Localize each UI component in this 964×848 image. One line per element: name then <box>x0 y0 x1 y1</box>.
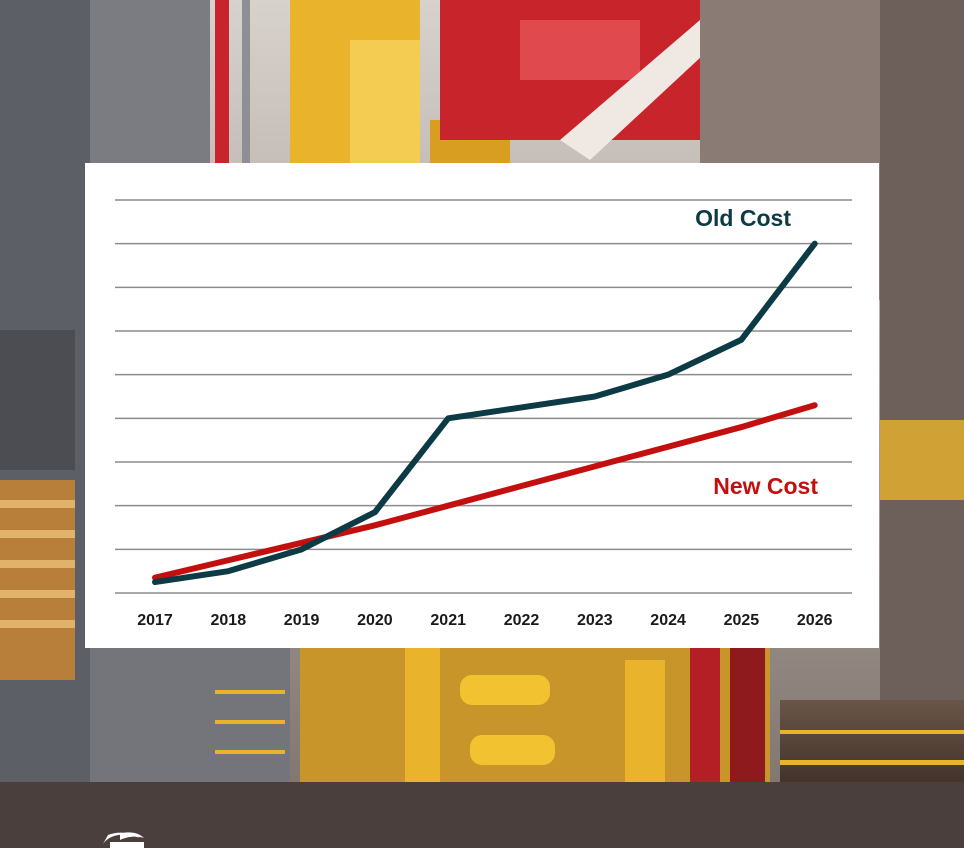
x-tick-label-2021: 2021 <box>430 612 466 629</box>
chart-panel: 2017 2018 2019 2020 2021 2022 2023 2024 2025 2026… <box>85 163 879 648</box>
x-tick-label-2026: 2026 <box>797 612 833 629</box>
x-tick-label-2024: 2024 <box>650 612 686 629</box>
x-tick-label-2025: 2025 <box>724 612 760 629</box>
x-tick-label-2019: 2019 <box>284 612 320 629</box>
x-tick-label-2018: 2018 <box>211 612 247 629</box>
new-cost-series-label: New Cost <box>713 473 818 499</box>
new-cost-series-line <box>152 402 818 581</box>
x-tick-label-2023: 2023 <box>577 612 613 629</box>
company-logo-icon <box>103 832 144 848</box>
x-tick-label-2020: 2020 <box>357 612 393 629</box>
line-chart: 2017 2018 2019 2020 2021 2022 2023 2024 2025 2026… <box>115 199 852 629</box>
gridlines <box>115 199 852 594</box>
x-tick-label-2017: 2017 <box>137 612 173 629</box>
footer-band <box>0 782 964 848</box>
series-lines <box>152 240 818 586</box>
x-tick-labels: 2017 2018 2019 2020 2021 2022 2023 2024 2025 2026 <box>137 612 832 629</box>
old-cost-series-line <box>152 240 818 586</box>
x-tick-label-2022: 2022 <box>504 612 540 629</box>
old-cost-series-label: Old Cost <box>695 205 791 231</box>
